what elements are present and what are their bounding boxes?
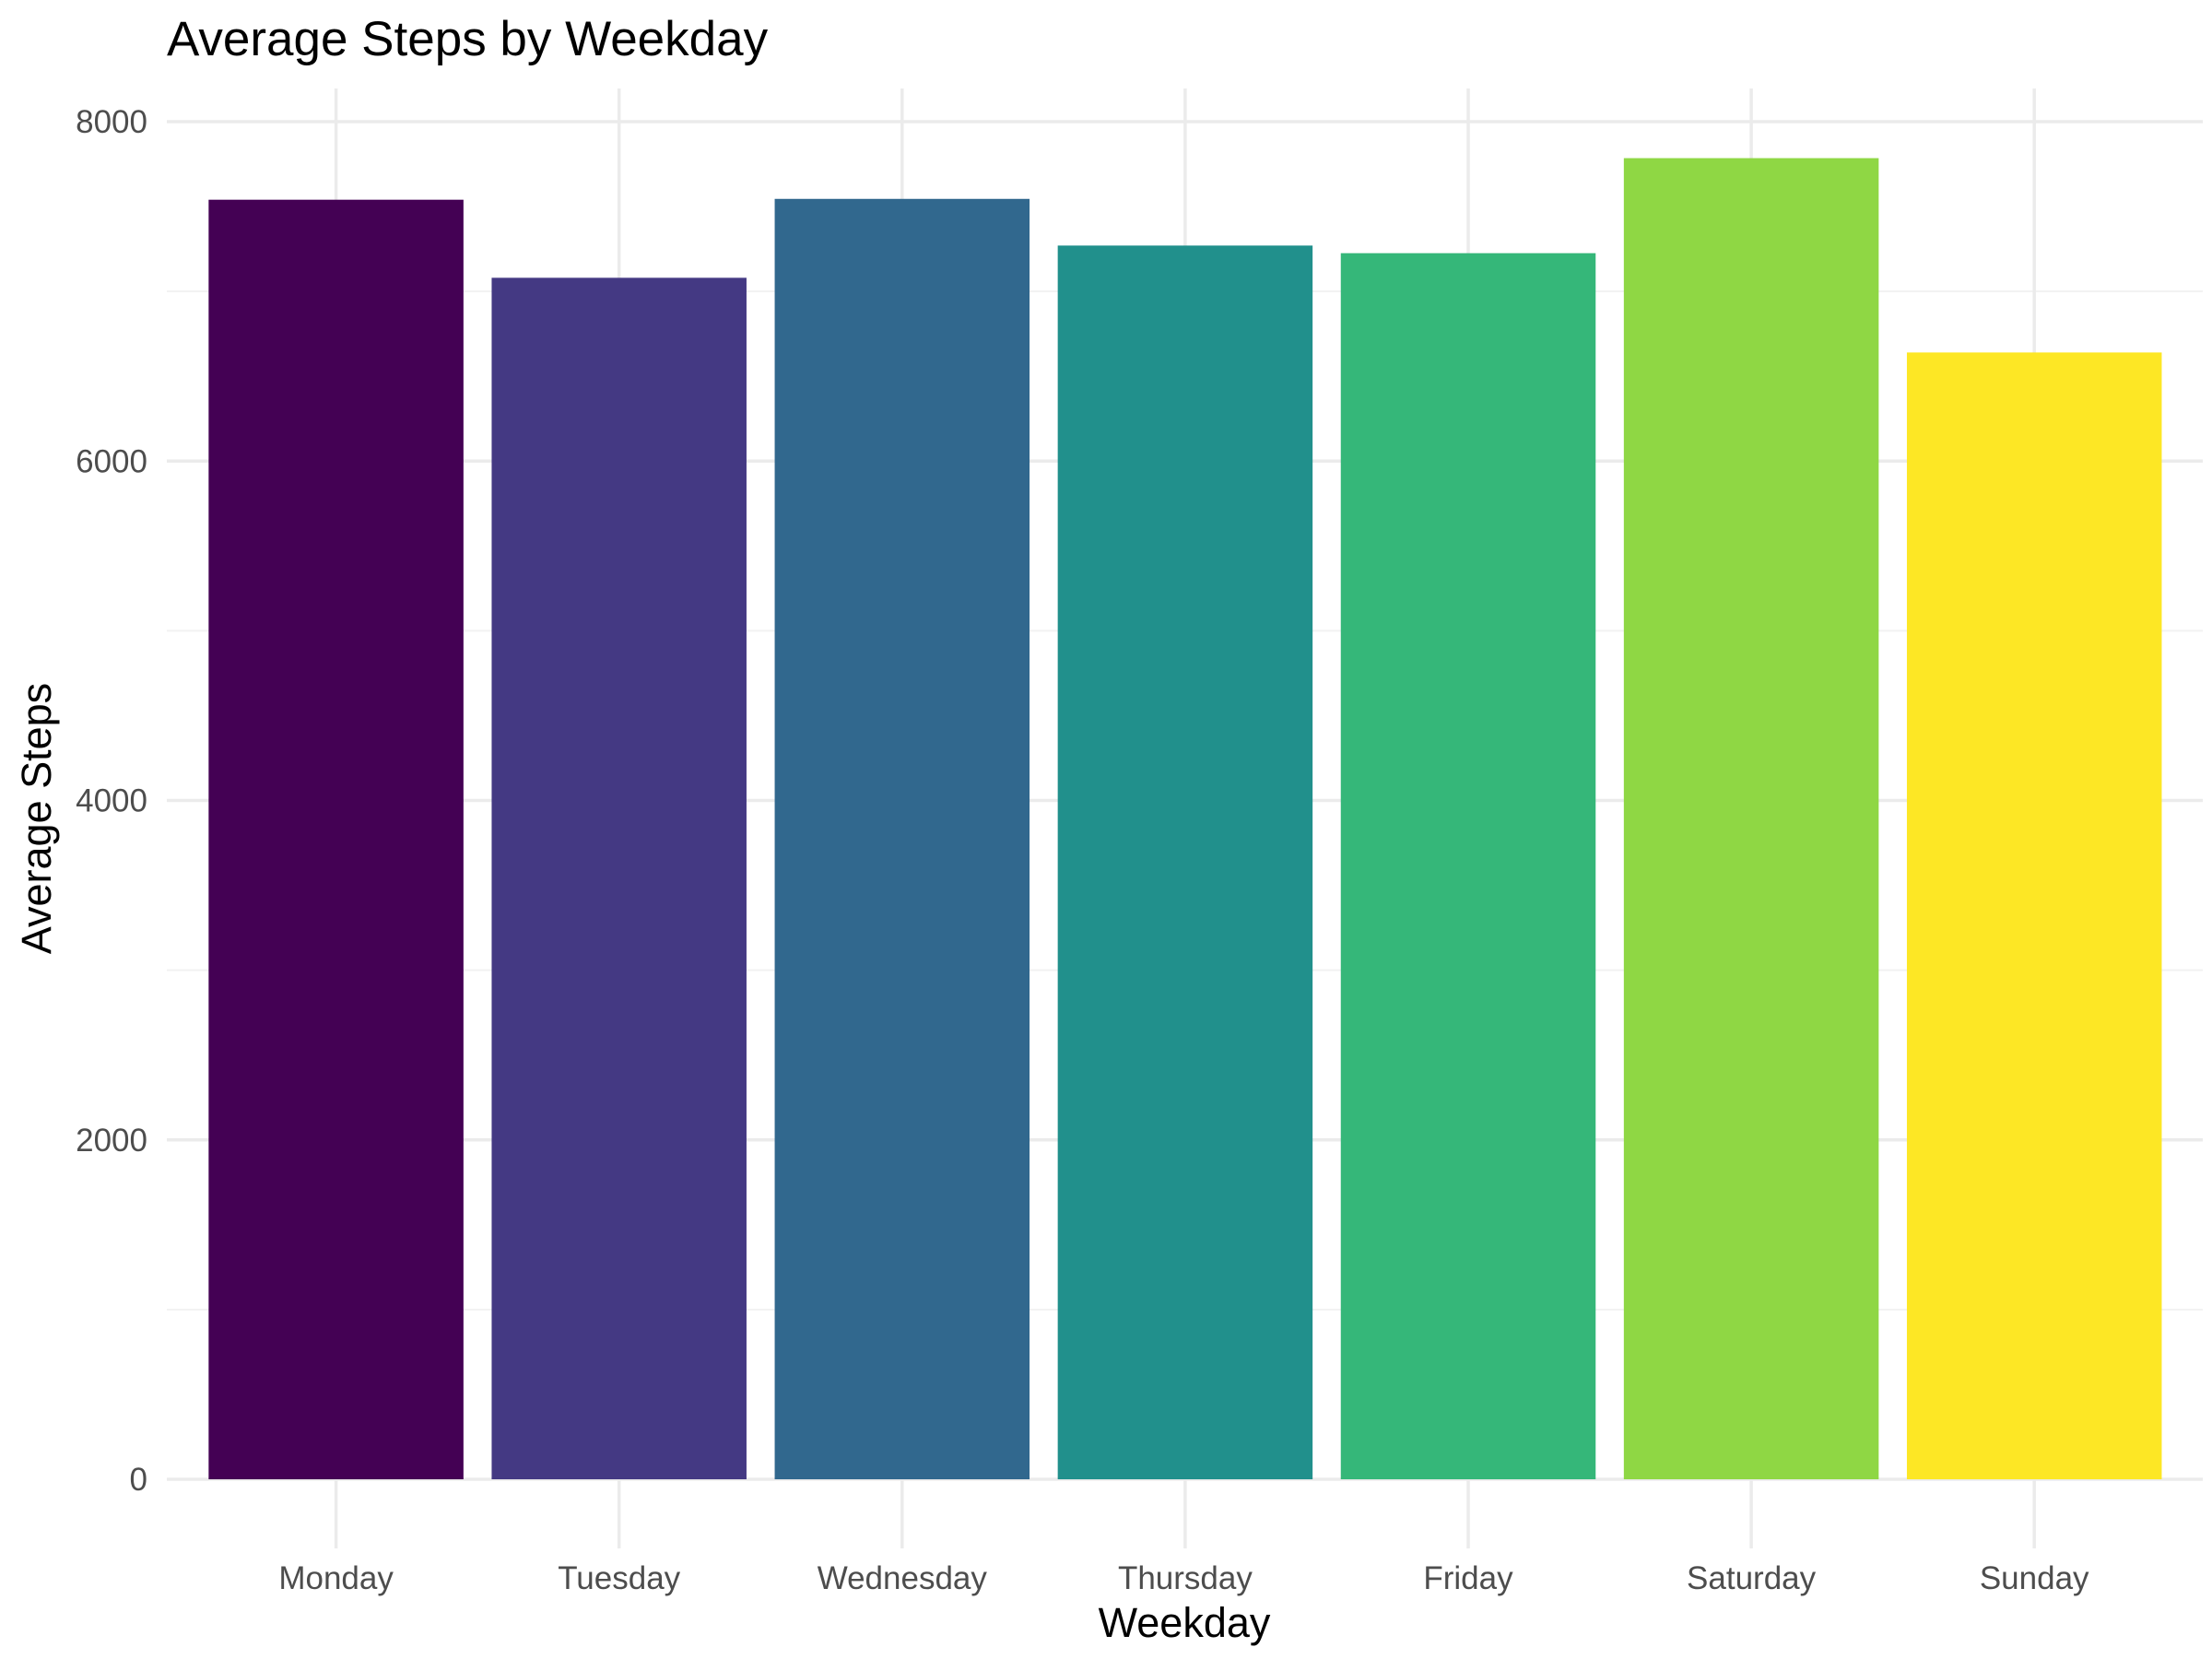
x-tick-label: Monday [278,1560,394,1596]
y-tick-label: 6000 [76,443,147,479]
chart-title: Average Steps by Weekday [167,12,769,66]
x-tick-label: Wednesday [818,1560,988,1596]
y-tick-label: 0 [130,1462,147,1498]
bar-monday [208,199,464,1479]
y-tick-label: 8000 [76,104,147,140]
x-tick-labels: Monday Tuesday Wednesday Thursday Friday Satu… [278,1560,2089,1596]
y-tick-labels: 0 2000 4000 6000 8000 [76,104,147,1498]
bar-sunday [1906,352,2162,1479]
x-axis-title: Weekday [1099,1599,1271,1646]
bar-wednesday [774,198,1030,1480]
y-tick-label: 4000 [76,783,147,819]
x-tick-label: Tuesday [558,1560,680,1596]
y-axis-title: Average Steps [13,683,60,954]
x-tick-label: Saturday [1687,1560,1817,1596]
x-tick-label: Friday [1423,1560,1513,1596]
bar-tuesday [491,277,747,1479]
y-tick-label: 2000 [76,1123,147,1159]
bars [208,158,2162,1480]
bar-saturday [1623,158,1879,1479]
bar-thursday [1057,245,1313,1479]
x-tick-label: Thursday [1118,1560,1253,1596]
bar-friday [1340,253,1596,1479]
x-tick-label: Sunday [1980,1560,2089,1596]
